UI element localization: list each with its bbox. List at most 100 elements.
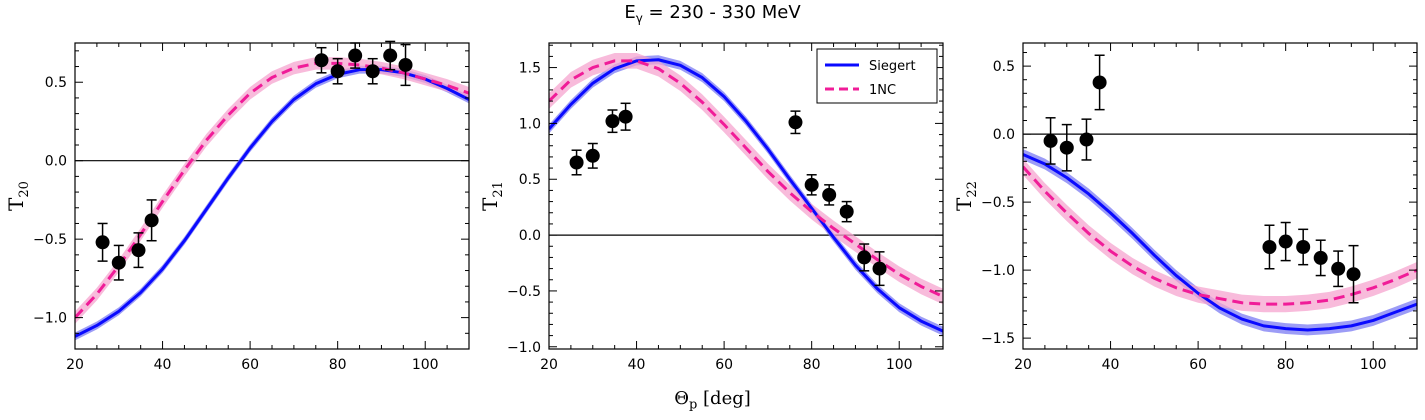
- x-tick-label: 20: [1014, 357, 1032, 373]
- x-axis-label-subscript: p: [688, 397, 698, 413]
- x-tick-label: 100: [886, 357, 913, 373]
- y-tick-label: −0.5: [33, 232, 67, 248]
- data-point: [144, 213, 159, 228]
- plot-area: [549, 53, 943, 336]
- panel-T21: 20 40 60 80 100 −1.0 −0.5 0.0 0.5 1.0 1.5 T21 Sieger…: [478, 42, 944, 373]
- data-point: [569, 155, 584, 170]
- y-tick-label: 0.0: [45, 154, 67, 170]
- data-point: [585, 148, 600, 163]
- axes-frame: [74, 42, 470, 350]
- uncertainty-band-1nc: [75, 57, 469, 324]
- legend-label-1nc: 1NC: [869, 83, 896, 98]
- y-tick-label: −1.0: [981, 263, 1015, 279]
- plot-area: [75, 57, 469, 341]
- y-tick-label: 0.0: [993, 127, 1015, 143]
- data-point: [605, 114, 620, 129]
- data-point: [1059, 140, 1074, 155]
- data-point: [398, 57, 413, 72]
- y-axis-label-subscript: 21: [491, 181, 506, 198]
- series-line-siegert: [549, 58, 943, 333]
- title-main: E: [624, 2, 636, 23]
- title-rest: = 230 - 330 MeV: [642, 2, 801, 23]
- data-point: [1043, 133, 1058, 148]
- x-tick-label: 20: [66, 357, 84, 373]
- series-line-1nc: [1023, 165, 1417, 306]
- data-point: [1278, 234, 1293, 249]
- y-tick-label: 0.5: [45, 75, 67, 91]
- x-tick-label: 60: [715, 357, 733, 373]
- x-tick-label: 80: [803, 357, 821, 373]
- uncertainty-band-1nc: [549, 53, 943, 305]
- x-tick-label: 60: [241, 357, 259, 373]
- y-tick-label: 0.0: [519, 228, 541, 244]
- data-point: [314, 53, 329, 68]
- data-point: [1079, 132, 1094, 147]
- data-point: [95, 235, 110, 250]
- y-tick-label: −1.0: [33, 311, 67, 327]
- x-tick-label: 80: [1277, 357, 1295, 373]
- data-point: [1092, 75, 1107, 90]
- y-axis-label: T21: [478, 181, 506, 211]
- uncertainty-band-1nc: [1023, 158, 1417, 313]
- x-axis-label-rest: [deg]: [697, 388, 751, 409]
- plot-area: [1023, 133, 1417, 336]
- data-point: [839, 204, 854, 219]
- x-tick-label: 100: [1360, 357, 1387, 373]
- data-point: [857, 250, 872, 265]
- y-tick-label: 1.0: [519, 116, 541, 132]
- x-tick-label: 80: [329, 357, 347, 373]
- legend-box: [816, 48, 938, 104]
- figure-title: Eγ = 230 - 330 MeV: [0, 2, 1425, 26]
- data-point: [348, 48, 363, 63]
- data-point: [1296, 240, 1311, 254]
- data-point: [365, 64, 380, 79]
- data-point: [822, 187, 837, 202]
- y-axis-label-subscript: 22: [965, 181, 980, 198]
- x-tick-label: 60: [1189, 357, 1207, 373]
- data-point: [330, 64, 345, 79]
- legend-label-siegert: Siegert: [869, 59, 916, 74]
- data-point: [618, 109, 633, 124]
- data-point: [383, 48, 398, 63]
- y-tick-label: −1.0: [507, 340, 541, 356]
- uncertainty-band-siegert: [549, 55, 943, 336]
- data-point: [131, 243, 146, 258]
- data-point: [1346, 267, 1361, 282]
- x-tick-label: 40: [1102, 357, 1120, 373]
- x-axis-label: Θp [deg]: [0, 388, 1425, 413]
- data-point: [872, 261, 887, 276]
- y-axis-label-subscript: 20: [17, 181, 32, 198]
- y-tick-label: 0.5: [519, 172, 541, 188]
- data-point: [1313, 250, 1328, 265]
- y-axis-label-main: T: [478, 197, 502, 211]
- x-tick-label: 100: [412, 357, 439, 373]
- y-tick-label: −0.5: [507, 284, 541, 300]
- y-axis-label-main: T: [4, 197, 28, 211]
- uncertainty-band-siegert: [1023, 149, 1417, 336]
- series-line-siegert: [1023, 153, 1417, 332]
- series-line-1nc: [549, 59, 943, 298]
- data-point: [1331, 261, 1346, 276]
- x-axis-label-main: Θ: [674, 388, 689, 409]
- series-line-1nc: [75, 61, 469, 319]
- panel-T22: 20 40 60 80 100 −1.5 −1.0 −0.5 0.0 0.5 T22: [952, 42, 1418, 373]
- y-tick-label: −0.5: [981, 195, 1015, 211]
- y-axis-label-main: T: [952, 197, 976, 211]
- data-point: [1262, 240, 1277, 254]
- y-tick-label: −1.5: [981, 331, 1015, 347]
- y-axis-label: T22: [952, 181, 980, 211]
- y-tick-label: 1.5: [519, 61, 541, 77]
- y-axis-label: T20: [4, 181, 32, 211]
- series-line-siegert: [75, 68, 469, 338]
- x-tick-label: 40: [628, 357, 646, 373]
- x-tick-label: 40: [154, 357, 172, 373]
- y-tick-label: 0.5: [993, 59, 1015, 75]
- data-point: [111, 255, 126, 270]
- data-point: [804, 177, 819, 192]
- title-subscript: γ: [635, 11, 643, 26]
- x-tick-label: 20: [540, 357, 558, 373]
- data-point: [788, 115, 803, 130]
